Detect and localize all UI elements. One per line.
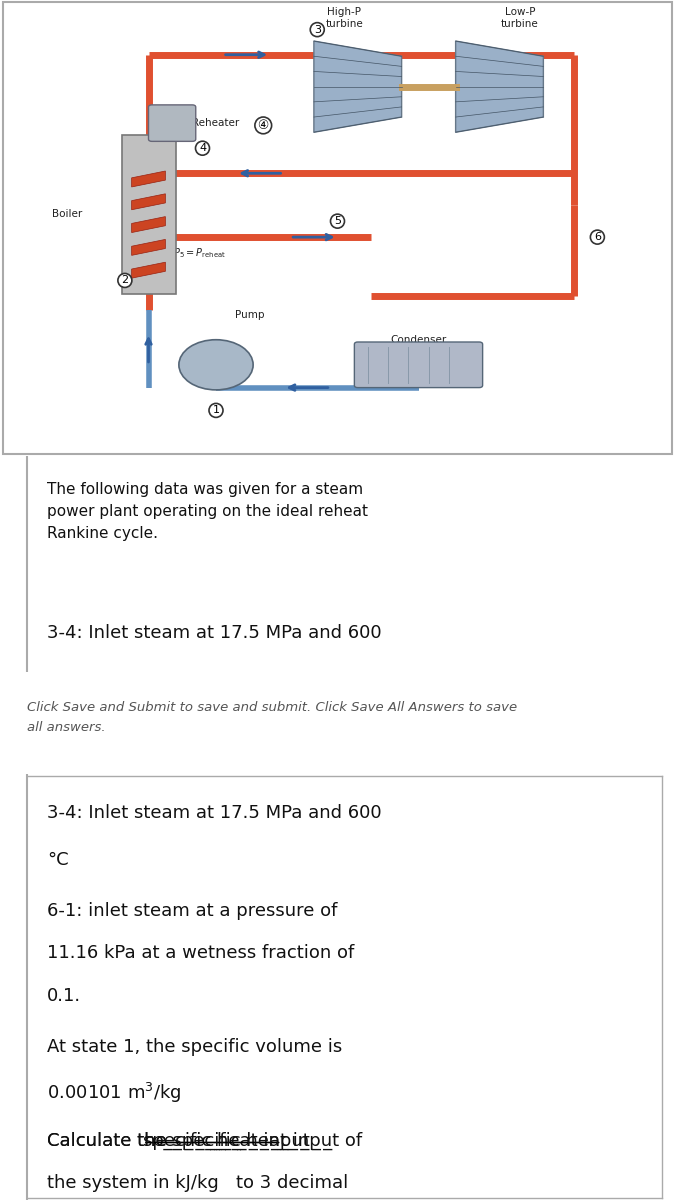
- Polygon shape: [456, 41, 543, 132]
- Bar: [122, 134, 176, 294]
- Polygon shape: [132, 239, 165, 256]
- Text: Reheater: Reheater: [192, 118, 240, 128]
- Text: 2: 2: [122, 276, 128, 286]
- Text: Calculate the: Calculate the: [47, 1132, 173, 1150]
- Polygon shape: [132, 193, 165, 210]
- Text: 11.16 kPa at a wetness fraction of: 11.16 kPa at a wetness fraction of: [47, 944, 354, 962]
- FancyBboxPatch shape: [354, 342, 483, 388]
- Text: specific heat input: specific heat input: [143, 1132, 310, 1150]
- Text: 0.00101 m$^3$/kg: 0.00101 m$^3$/kg: [47, 1081, 182, 1105]
- Text: Calculate the ̲s̲p̲e̲c̲i̲f̲i̲c̲ ̲h̲e̲a̲t̲ ̲i̲n̲p̲u̲t of: Calculate the ̲s̲p̲e̲c̲i̲f̲i̲c̲ ̲h̲e̲a̲t…: [47, 1132, 362, 1150]
- Text: 6: 6: [594, 232, 601, 242]
- Text: Pump: Pump: [235, 310, 265, 319]
- Polygon shape: [314, 41, 402, 132]
- Text: 1: 1: [213, 406, 219, 415]
- Polygon shape: [132, 216, 165, 233]
- Text: Boiler: Boiler: [53, 209, 82, 220]
- Text: °C: °C: [47, 851, 69, 869]
- Text: The following data was given for a steam
power plant operating on the ideal rehe: The following data was given for a steam…: [47, 482, 369, 541]
- Text: Low-P
turbine: Low-P turbine: [501, 7, 539, 29]
- Text: High-P
turbine: High-P turbine: [325, 7, 363, 29]
- Text: 3-4: Inlet steam at 17.5 MPa and 600: 3-4: Inlet steam at 17.5 MPa and 600: [47, 804, 382, 822]
- Text: ④: ④: [258, 119, 269, 132]
- Text: Condenser: Condenser: [390, 335, 447, 344]
- Text: At state 1, the specific volume is: At state 1, the specific volume is: [47, 1038, 342, 1056]
- Polygon shape: [132, 170, 165, 187]
- Text: 3-4: Inlet steam at 17.5 MPa and 600: 3-4: Inlet steam at 17.5 MPa and 600: [47, 624, 382, 642]
- FancyBboxPatch shape: [148, 104, 196, 142]
- Polygon shape: [132, 263, 165, 278]
- Text: 4: 4: [199, 143, 206, 154]
- Text: 6-1: inlet steam at a pressure of: 6-1: inlet steam at a pressure of: [47, 902, 338, 919]
- Text: 3: 3: [314, 25, 321, 35]
- Text: $P_4 = P_5 = P_{\rm reheat}$: $P_4 = P_5 = P_{\rm reheat}$: [151, 246, 227, 260]
- Text: 0.1.: 0.1.: [47, 986, 82, 1004]
- Text: Click Save and Submit to save and submit. Click Save All Answers to save
all ans: Click Save and Submit to save and submit…: [27, 701, 517, 733]
- Text: 5: 5: [334, 216, 341, 226]
- Text: the system in kJ/kg   to 3 decimal: the system in kJ/kg to 3 decimal: [47, 1175, 348, 1193]
- Circle shape: [179, 340, 253, 390]
